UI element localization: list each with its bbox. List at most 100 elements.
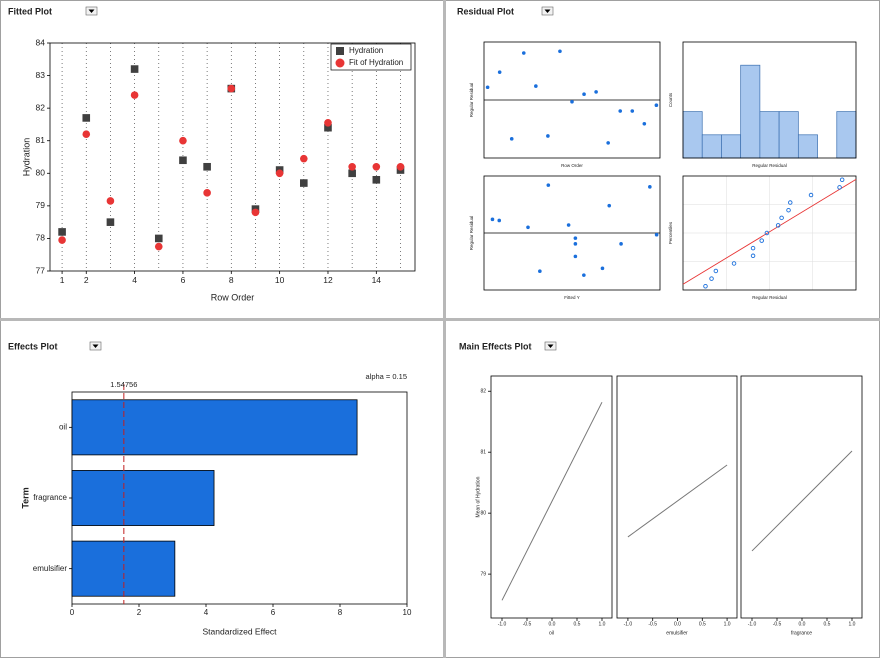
divider-horizontal bbox=[0, 318, 880, 321]
x-tick-label: 4 bbox=[132, 275, 137, 285]
data-point bbox=[275, 169, 284, 178]
histogram-bar bbox=[701, 134, 722, 159]
x-axis-label: emulsifier bbox=[666, 630, 688, 636]
x-tick-label: -0.5 bbox=[773, 621, 782, 627]
y-tick-label: emulsifier bbox=[33, 564, 68, 573]
histogram-bar bbox=[740, 64, 761, 159]
y-axis-label: Hydration bbox=[21, 138, 31, 177]
data-point bbox=[764, 230, 770, 236]
data-point bbox=[154, 242, 163, 251]
x-tick-label: 0.5 bbox=[824, 621, 831, 627]
x-tick-label: -1.0 bbox=[748, 621, 757, 627]
effect-line bbox=[751, 450, 853, 552]
y-axis-label: Term bbox=[20, 487, 30, 508]
data-point bbox=[251, 208, 260, 217]
x-tick-label: 2 bbox=[84, 275, 89, 285]
annotation: alpha = 0.15 bbox=[366, 372, 408, 381]
data-point bbox=[324, 123, 332, 132]
x-tick-label: 6 bbox=[181, 275, 186, 285]
y-tick-label: fragrance bbox=[33, 493, 67, 502]
dropdown-button[interactable] bbox=[89, 341, 102, 351]
data-point bbox=[594, 90, 598, 94]
data-point bbox=[534, 84, 538, 88]
data-point bbox=[509, 137, 514, 141]
x-tick-label: -0.5 bbox=[523, 621, 532, 627]
data-point bbox=[600, 266, 605, 271]
y-tick-label: 82 bbox=[36, 102, 46, 112]
dropdown-button[interactable] bbox=[544, 341, 557, 351]
x-tick-label: -0.5 bbox=[648, 621, 657, 627]
data-point bbox=[558, 49, 562, 54]
histogram-bar bbox=[836, 111, 857, 159]
data-point bbox=[642, 121, 647, 126]
plot-frame bbox=[740, 375, 863, 619]
dropdown-button[interactable] bbox=[85, 6, 98, 16]
data-point bbox=[759, 238, 764, 243]
plot-frame bbox=[682, 41, 857, 159]
x-tick-label: 0.5 bbox=[574, 621, 581, 627]
legend-label: Fit of Hydration bbox=[349, 58, 403, 67]
data-point bbox=[58, 228, 66, 236]
x-axis-label: fragrance bbox=[791, 630, 812, 636]
x-tick-label: 0.5 bbox=[699, 621, 706, 627]
data-point bbox=[526, 225, 530, 230]
y-tick-label: 78 bbox=[36, 233, 46, 243]
y-tick-label: 83 bbox=[36, 70, 46, 80]
data-point bbox=[497, 218, 502, 223]
data-point bbox=[154, 234, 163, 243]
data-point bbox=[750, 253, 756, 259]
data-point bbox=[570, 99, 574, 104]
x-axis-label: Regular Residual bbox=[752, 163, 787, 168]
x-axis-label: oil bbox=[549, 630, 554, 636]
data-point bbox=[648, 185, 652, 189]
y-tick-label: 84 bbox=[36, 37, 46, 47]
data-point bbox=[606, 141, 610, 145]
y-axis-label: Regular Residual bbox=[469, 83, 474, 118]
y-axis-label: Counts bbox=[668, 92, 673, 107]
y-tick-label: 82 bbox=[480, 389, 486, 395]
data-point bbox=[573, 236, 578, 240]
data-point bbox=[607, 203, 612, 208]
histogram-bar bbox=[682, 111, 703, 159]
data-point bbox=[731, 261, 737, 266]
data-point bbox=[203, 189, 211, 197]
y-tick-label: 80 bbox=[480, 510, 486, 516]
data-point bbox=[808, 192, 814, 198]
histogram-bar bbox=[797, 134, 818, 159]
data-point bbox=[106, 197, 115, 205]
dropdown-button[interactable] bbox=[541, 6, 554, 16]
x-tick-label: 8 bbox=[229, 275, 234, 285]
histogram-bar bbox=[778, 111, 799, 159]
data-point bbox=[775, 223, 781, 228]
x-axis-label: Standardized Effect bbox=[202, 626, 277, 636]
legend-marker bbox=[336, 47, 344, 55]
x-tick-label: 0.0 bbox=[799, 621, 806, 627]
panel-title: Effects Plot bbox=[8, 341, 58, 351]
panel-title: Main Effects Plot bbox=[459, 341, 532, 351]
data-point bbox=[538, 269, 542, 273]
x-axis-label: Fitted Y bbox=[564, 295, 579, 300]
plot-frame bbox=[682, 175, 857, 291]
data-point bbox=[750, 245, 756, 251]
y-tick-label: 77 bbox=[36, 265, 46, 275]
data-point bbox=[709, 276, 714, 281]
y-axis-label: Regular Residual bbox=[469, 216, 474, 251]
panel-title: Residual Plot bbox=[457, 6, 514, 16]
x-tick-label: 12 bbox=[323, 275, 333, 285]
y-tick-label: 80 bbox=[36, 168, 46, 178]
data-point bbox=[227, 84, 236, 93]
histogram-bar bbox=[759, 111, 780, 159]
data-point bbox=[582, 273, 586, 277]
y-tick-label: 79 bbox=[480, 571, 486, 577]
data-point bbox=[490, 217, 495, 222]
data-point bbox=[58, 236, 66, 244]
x-tick-label: 10 bbox=[403, 608, 412, 617]
data-point bbox=[300, 154, 308, 163]
data-point bbox=[786, 207, 791, 213]
x-tick-label: 2 bbox=[137, 608, 142, 617]
data-point bbox=[396, 162, 405, 171]
x-tick-label: 1.0 bbox=[849, 621, 856, 627]
data-point bbox=[497, 70, 502, 74]
x-tick-label: 0.0 bbox=[674, 621, 681, 627]
